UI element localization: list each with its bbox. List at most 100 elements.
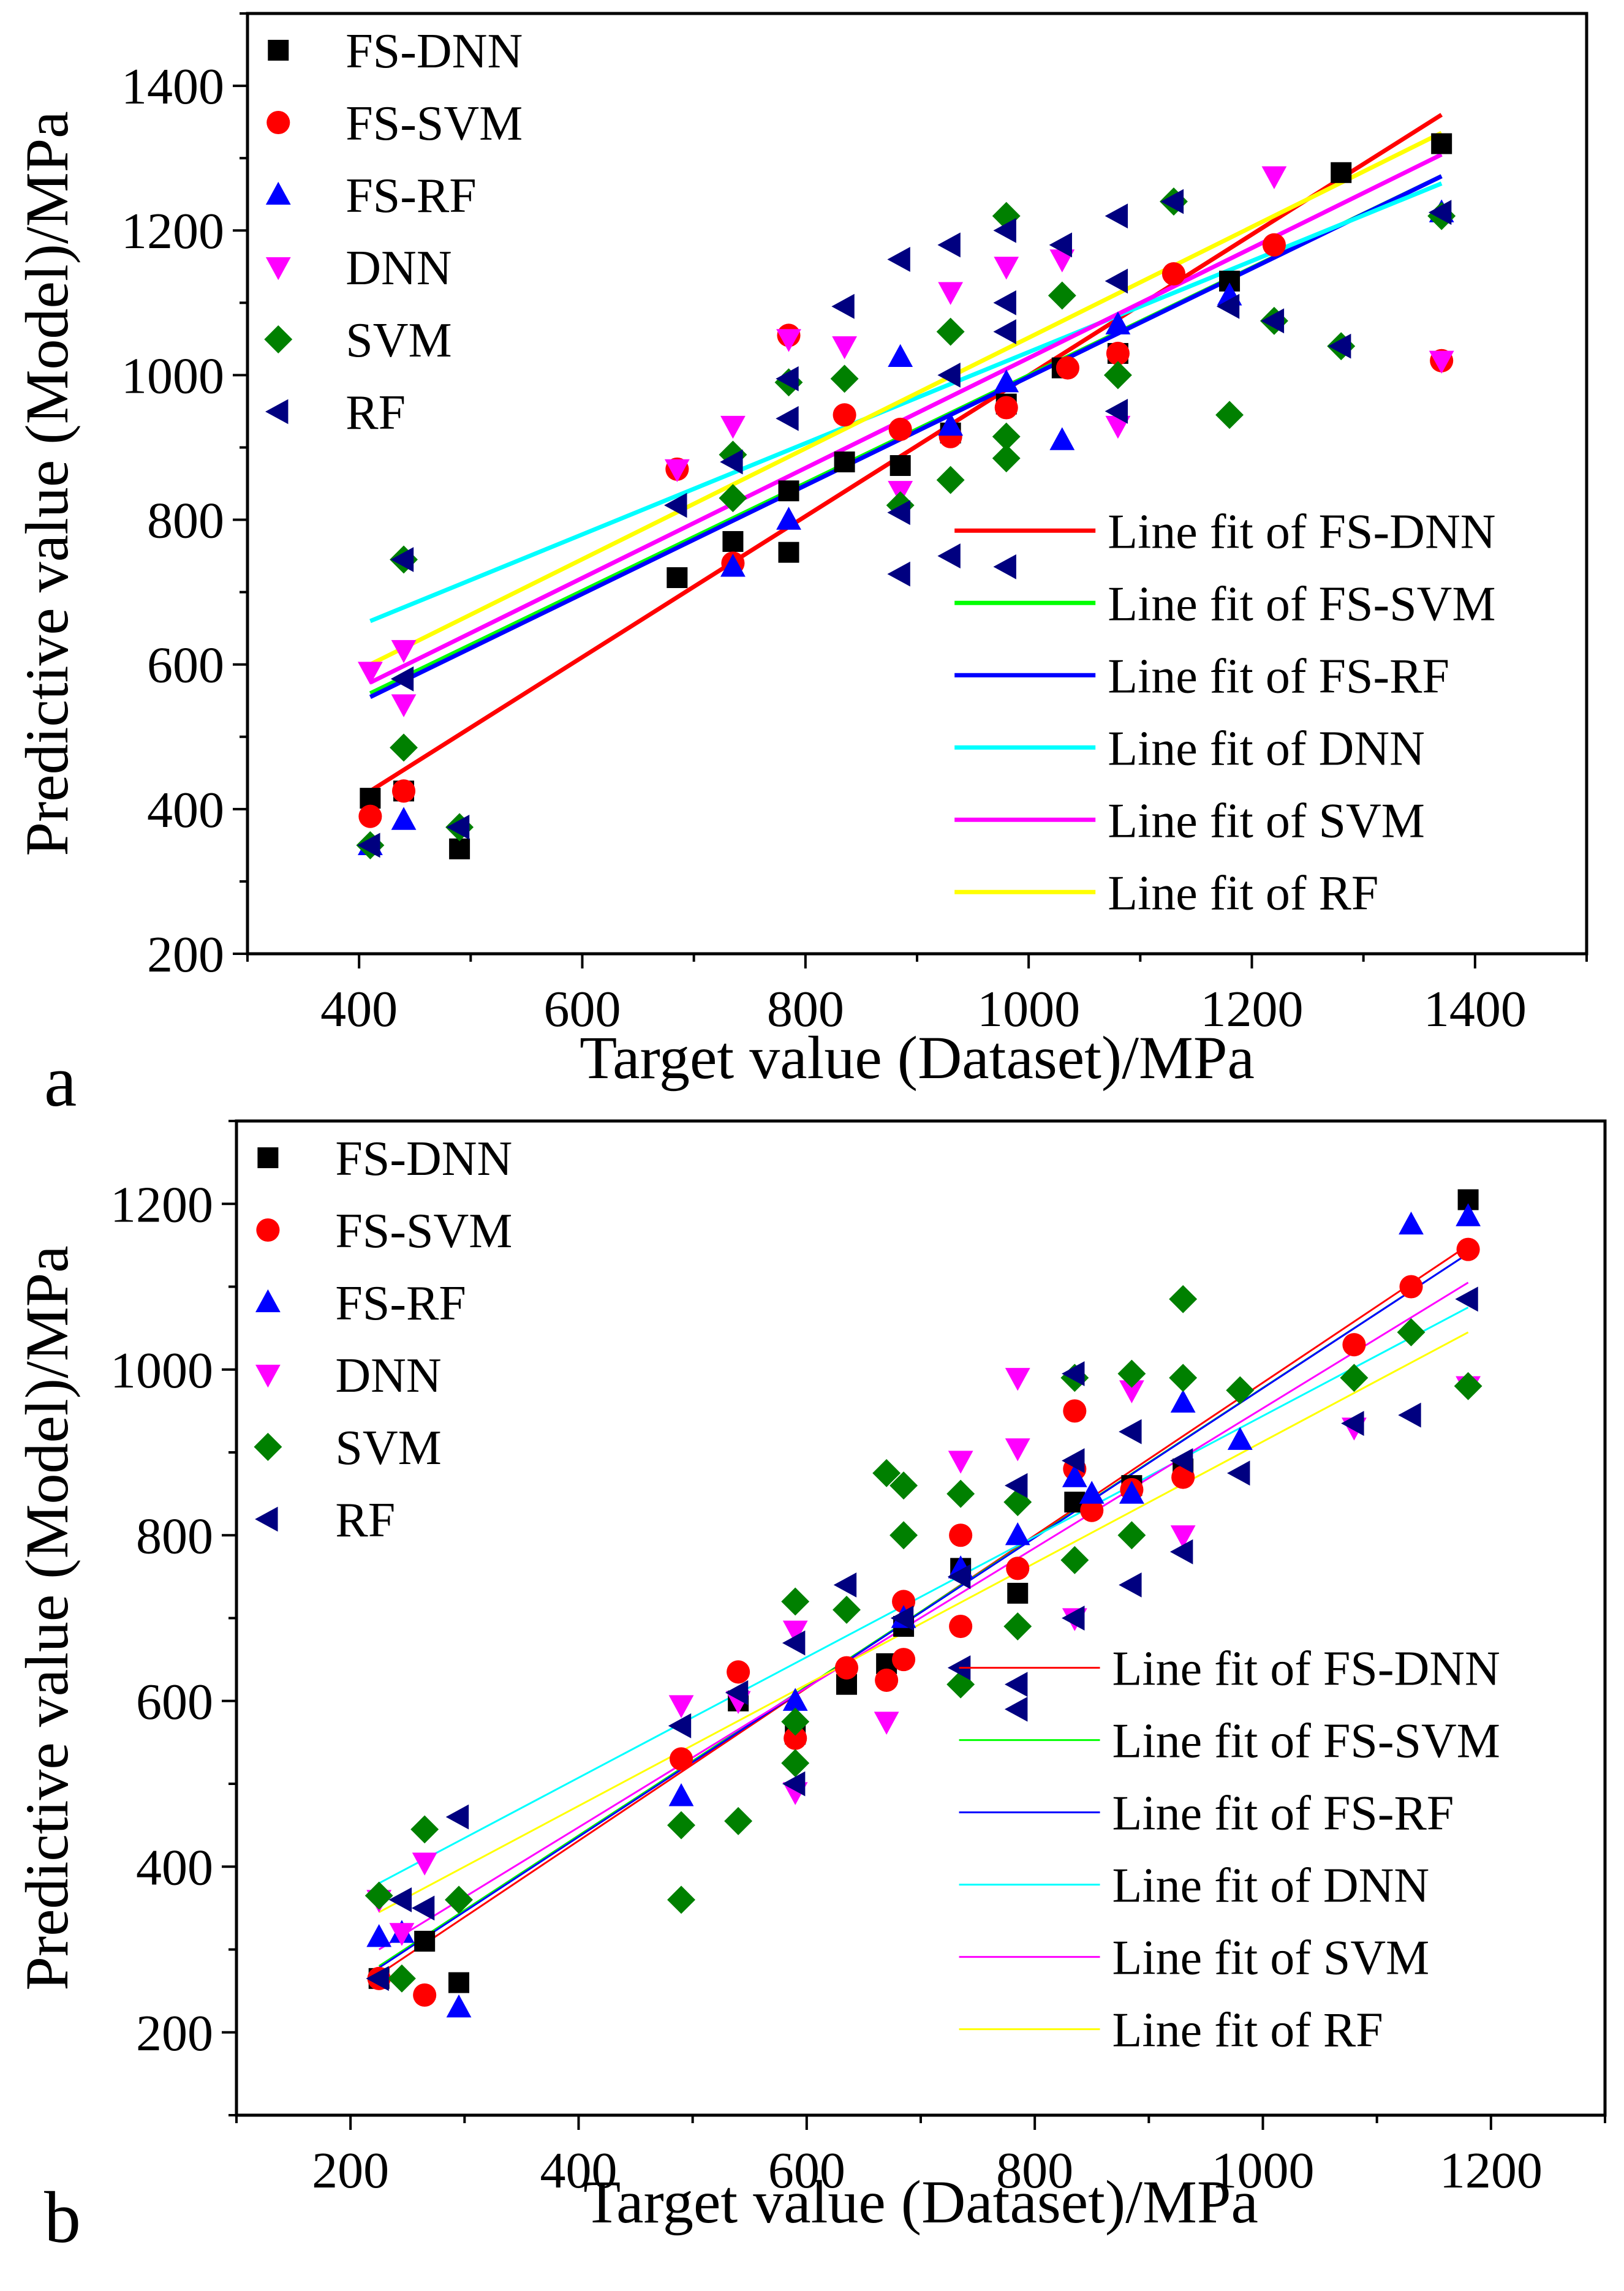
legend-marker-svm	[264, 325, 293, 353]
data-point	[1049, 232, 1072, 258]
data-point	[390, 547, 414, 572]
data-point	[446, 1994, 472, 2018]
data-point	[1117, 1359, 1146, 1388]
data-point	[1062, 1606, 1085, 1631]
data-point	[1341, 1411, 1364, 1436]
fit-legend-label: Line fit of SVM	[1112, 1931, 1430, 1985]
panel-a: 400 600 800 1000 1200 1400 200 400 600 800 1000 120…	[13, 12, 1588, 1122]
data-point	[1048, 281, 1076, 310]
legend-marker-fs-dnn	[257, 1147, 279, 1168]
data-point	[936, 317, 965, 346]
data-point	[784, 1726, 807, 1750]
data-point	[1160, 189, 1184, 214]
data-point	[411, 1895, 435, 1921]
data-point	[410, 1815, 439, 1844]
legend-marker-fs-dnn	[268, 40, 289, 61]
data-point	[1171, 1465, 1195, 1489]
data-point	[1062, 1448, 1085, 1473]
data-point	[937, 362, 961, 388]
data-point	[390, 666, 414, 692]
y-tick-label: 1400	[121, 58, 224, 115]
data-point	[1063, 1399, 1087, 1423]
data-point	[1227, 1460, 1250, 1486]
fit-legend-label: Line fit of FS-SVM	[1112, 1715, 1500, 1768]
data-point	[720, 554, 746, 577]
legend-label: FS-SVM	[346, 97, 523, 151]
legend-marker-dnn	[265, 257, 291, 281]
x-tick-label: 1400	[1424, 981, 1527, 1038]
data-point	[992, 422, 1021, 451]
data-point	[1226, 1376, 1255, 1405]
data-point	[1117, 1521, 1146, 1550]
data-point	[1215, 401, 1244, 429]
data-point	[1005, 1368, 1030, 1391]
data-point	[834, 1656, 859, 1680]
data-point	[833, 1596, 861, 1624]
data-point	[1261, 308, 1285, 334]
data-point	[1331, 162, 1352, 183]
legend-label: RF	[335, 1493, 395, 1547]
data-point	[888, 417, 912, 441]
data-point	[994, 257, 1019, 280]
series-dnn	[357, 166, 1454, 717]
data-point	[357, 662, 383, 685]
data-point	[449, 838, 470, 859]
x-tick-label: 1000	[1212, 2142, 1315, 2199]
data-point	[832, 336, 857, 360]
data-point	[1005, 1438, 1030, 1462]
legend-marker-fs-rf	[255, 1289, 281, 1313]
data-point	[366, 1923, 392, 1947]
data-point	[888, 344, 913, 368]
fit-legend-label: Line fit of DNN	[1112, 1859, 1430, 1913]
x-tick-label: 1000	[977, 981, 1080, 1038]
data-point	[1398, 1402, 1421, 1428]
data-point	[937, 232, 961, 258]
data-point	[993, 217, 1016, 243]
data-point	[1006, 1557, 1030, 1580]
data-point	[830, 364, 859, 393]
fit-legend-label: Line fit of FS-DNN	[1108, 505, 1495, 559]
fit-legend-label: Line fit of RF	[1112, 2004, 1383, 2058]
x-tick-label: 800	[767, 981, 844, 1038]
x-tick-label: 400	[540, 2142, 617, 2199]
y-tick-label: 600	[147, 637, 224, 694]
data-point	[993, 319, 1016, 344]
data-point	[992, 202, 1021, 230]
data-point	[387, 1964, 416, 1993]
data-point	[782, 1620, 808, 1644]
data-point	[1062, 1361, 1085, 1386]
data-point	[1342, 1333, 1366, 1357]
data-point	[994, 396, 1018, 420]
data-point	[1080, 1498, 1104, 1522]
data-point	[875, 1668, 899, 1692]
data-point	[890, 1606, 914, 1631]
data-point	[833, 1572, 857, 1598]
legend-label: FS-DNN	[346, 25, 523, 78]
data-point	[1003, 1612, 1032, 1640]
data-point	[445, 1804, 469, 1830]
y-tick-label: 1200	[121, 203, 224, 260]
data-point	[992, 444, 1021, 473]
data-point	[1062, 1464, 1087, 1487]
legend-label: RF	[346, 386, 406, 440]
data-point	[1060, 1546, 1089, 1574]
data-point	[727, 1660, 750, 1684]
data-point	[1456, 1203, 1481, 1226]
data-point	[391, 807, 417, 830]
y-tick-label: 1000	[121, 347, 224, 404]
fit-legend-label: Line fit of FS-DNN	[1112, 1642, 1500, 1696]
y-tick-label: 800	[147, 493, 224, 549]
data-point	[946, 1479, 975, 1508]
panel-letter: b	[44, 2176, 81, 2258]
data-point	[1399, 1275, 1423, 1299]
data-point	[781, 1749, 810, 1778]
data-point	[993, 554, 1016, 579]
fit-legend-label: Line fit of SVM	[1108, 794, 1425, 848]
data-point	[993, 290, 1016, 315]
y-tick-label: 1000	[110, 1342, 213, 1399]
legend-label: SVM	[346, 314, 451, 368]
data-point	[1103, 361, 1132, 390]
data-point	[947, 1564, 971, 1590]
series-svm	[364, 1285, 1482, 1993]
data-point	[390, 733, 418, 762]
